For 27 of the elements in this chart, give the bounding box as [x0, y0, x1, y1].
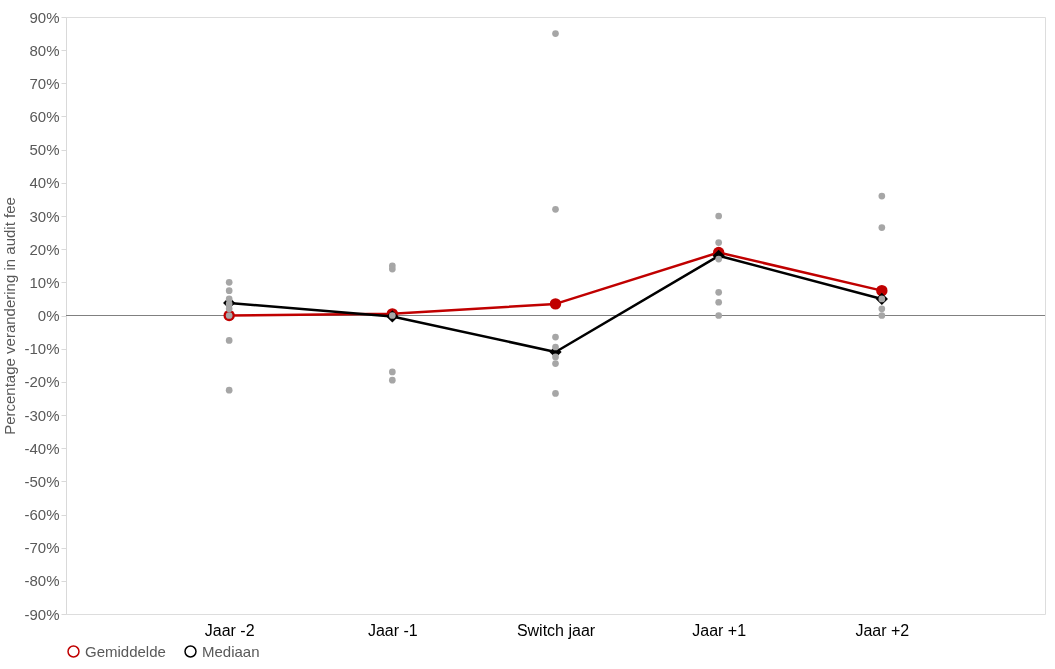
- legend-label: Gemiddelde: [85, 642, 166, 660]
- x-tick-label: Jaar +2: [855, 621, 910, 639]
- y-tick-label: -90%: [24, 605, 60, 623]
- x-tick-label: Jaar -1: [367, 621, 418, 639]
- y-tick-label: 90%: [29, 8, 60, 26]
- y-tick-label: -30%: [24, 406, 60, 424]
- x-tick-label: Jaar +1: [692, 621, 747, 639]
- y-tick-label: -40%: [24, 439, 60, 457]
- x-tick-label: Jaar -2: [204, 621, 255, 639]
- y-tick-label: 40%: [29, 174, 60, 192]
- y-tick-label: 30%: [29, 207, 60, 225]
- y-tick-label: 20%: [29, 240, 60, 258]
- y-tick-label: -80%: [24, 572, 60, 590]
- y-tick-label: 10%: [29, 273, 60, 291]
- y-axis-title: Percentage verandering in audit fee: [1, 197, 19, 435]
- y-tick-label: 50%: [29, 141, 60, 159]
- y-tick-label: -70%: [24, 539, 60, 557]
- y-tick-label: -10%: [24, 340, 60, 358]
- legend-label: Mediaan: [202, 642, 260, 660]
- y-tick-label: 0%: [37, 307, 60, 324]
- y-tick-label: -20%: [24, 373, 60, 391]
- x-tick-label: Switch jaar: [516, 621, 596, 639]
- y-tick-label: 60%: [29, 108, 60, 125]
- y-tick-label: 70%: [29, 74, 60, 92]
- y-tick-label: 80%: [29, 41, 60, 59]
- y-tick-label: -50%: [24, 472, 60, 490]
- y-tick-label: -60%: [24, 506, 60, 523]
